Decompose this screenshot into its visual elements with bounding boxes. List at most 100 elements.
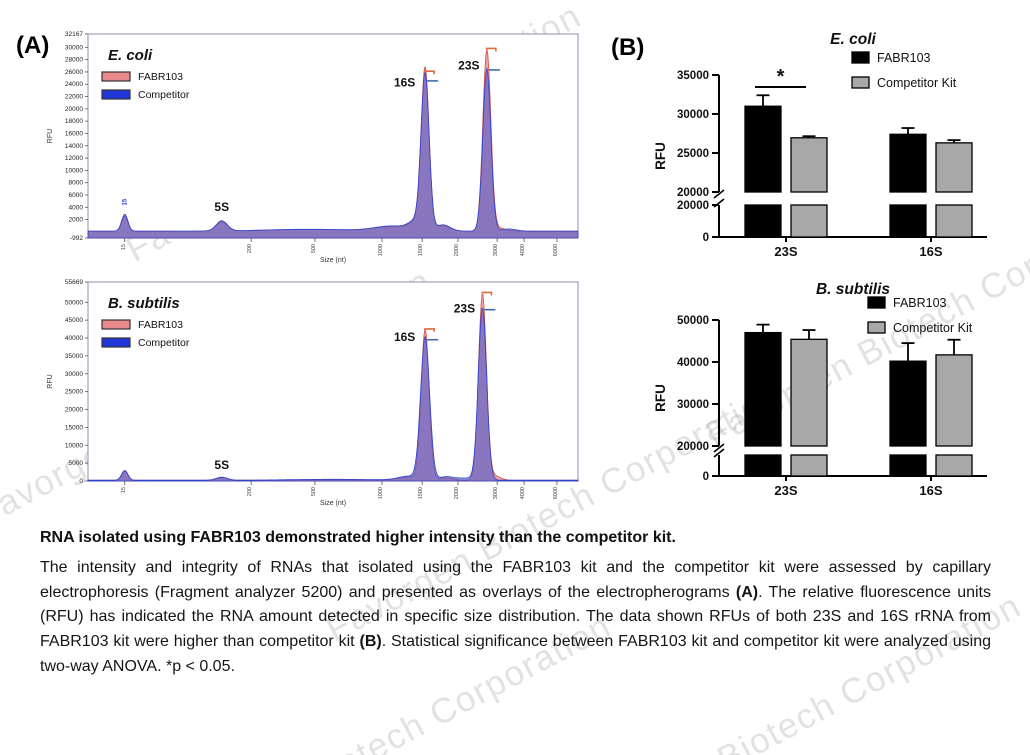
svg-text:55669: 55669 <box>65 279 83 286</box>
caption-segment: (B) <box>359 632 382 650</box>
svg-text:2000: 2000 <box>69 217 84 224</box>
ecoli-electropherogram: 32167 30000 28000 26000 24000 22000 20000 18000… <box>40 28 588 273</box>
svg-text:RFU: RFU <box>653 384 668 412</box>
svg-text:25000: 25000 <box>677 148 709 160</box>
svg-text:Size (nt): Size (nt) <box>320 500 346 507</box>
svg-text:RFU: RFU <box>653 142 668 170</box>
svg-text:23S: 23S <box>774 244 797 259</box>
svg-text:20000: 20000 <box>65 106 83 113</box>
svg-text:23S: 23S <box>458 58 479 72</box>
svg-text:8000: 8000 <box>69 180 84 187</box>
svg-text:B. subtilis: B. subtilis <box>816 281 890 298</box>
svg-text:1000: 1000 <box>378 244 384 256</box>
svg-text:FABR103: FABR103 <box>893 296 947 310</box>
svg-text:Competitor Kit: Competitor Kit <box>877 76 957 90</box>
bars-ecoli-svg: 20000 25000 30000 35000 0 20000 23S 16S * E. coli… <box>653 31 987 259</box>
svg-text:23S: 23S <box>454 301 475 315</box>
caption-body: The intensity and integrity of RNAs that… <box>40 556 991 679</box>
svg-text:4000: 4000 <box>69 204 84 211</box>
svg-text:16S: 16S <box>919 483 942 498</box>
svg-text:200: 200 <box>247 487 253 496</box>
svg-text:6000: 6000 <box>553 487 559 499</box>
caption-segment: The intensity and integrity of RNAs that… <box>40 559 991 601</box>
svg-text:500: 500 <box>311 487 317 496</box>
svg-text:35000: 35000 <box>65 353 83 360</box>
svg-text:28000: 28000 <box>65 57 83 64</box>
svg-text:20000: 20000 <box>65 407 83 414</box>
svg-text:Size (nt): Size (nt) <box>320 257 346 264</box>
svg-text:16S: 16S <box>394 76 415 90</box>
svg-text:12000: 12000 <box>65 155 83 162</box>
svg-text:FABR103: FABR103 <box>138 71 183 83</box>
svg-text:5S: 5S <box>214 458 229 472</box>
svg-text:RFU: RFU <box>47 374 54 388</box>
svg-text:15: 15 <box>121 244 127 250</box>
figure-caption: RNA isolated using FABR103 demonstrated … <box>40 529 991 679</box>
svg-text:Competitor: Competitor <box>138 89 190 101</box>
svg-text:30000: 30000 <box>65 371 83 378</box>
svg-text:10000: 10000 <box>65 167 83 174</box>
svg-text:E. coli: E. coli <box>830 31 876 48</box>
caption-segment: . The relative fluorescence units (RFU) … <box>40 583 991 650</box>
svg-text:1500: 1500 <box>418 244 424 256</box>
bsubtilis-bar-chart: 20000 30000 40000 50000 0 23S 16S B. subtilis RF… <box>613 278 1028 518</box>
svg-text:*: * <box>777 66 785 88</box>
svg-text:14000: 14000 <box>65 143 83 150</box>
svg-text:1000: 1000 <box>378 487 384 499</box>
svg-text:30000: 30000 <box>677 399 709 411</box>
svg-text:FABR103: FABR103 <box>138 319 183 331</box>
trace-ecoli-svg: 32167 30000 28000 26000 24000 22000 20000 18000… <box>47 31 579 264</box>
svg-text:4000: 4000 <box>520 244 526 256</box>
svg-text:20000: 20000 <box>677 441 709 453</box>
svg-text:15: 15 <box>121 487 127 493</box>
caption-segment: . Statistical significance between FABR1… <box>40 632 991 675</box>
svg-text:3000: 3000 <box>493 244 499 256</box>
svg-text:0: 0 <box>703 232 709 244</box>
svg-text:50000: 50000 <box>65 299 83 306</box>
svg-text:30000: 30000 <box>677 109 709 121</box>
svg-text:1500: 1500 <box>418 487 424 499</box>
svg-text:2000: 2000 <box>454 244 460 256</box>
svg-text:4000: 4000 <box>520 487 526 499</box>
svg-text:FABR103: FABR103 <box>877 51 931 65</box>
svg-text:200: 200 <box>247 244 253 253</box>
svg-text:2000: 2000 <box>454 487 460 499</box>
svg-text:50000: 50000 <box>677 315 709 327</box>
svg-text:6000: 6000 <box>553 244 559 256</box>
trace-bsub-svg: 5566950000450004000035000300002500020000… <box>47 279 579 507</box>
svg-text:45000: 45000 <box>65 317 83 324</box>
svg-text:20000: 20000 <box>677 200 709 212</box>
svg-text:15: 15 <box>123 198 129 205</box>
svg-text:24000: 24000 <box>65 81 83 88</box>
svg-text:15000: 15000 <box>65 424 83 431</box>
bsubtilis-electropherogram: 55669 50000 45000 40000 35000 30000 25000 20000… <box>40 276 588 515</box>
svg-text:18000: 18000 <box>65 118 83 125</box>
svg-text:16000: 16000 <box>65 130 83 137</box>
caption-heading: RNA isolated using FABR103 demonstrated … <box>40 529 676 546</box>
svg-text:20000: 20000 <box>677 187 709 199</box>
svg-text:0: 0 <box>79 478 83 485</box>
svg-text:26000: 26000 <box>65 69 83 76</box>
svg-text:0: 0 <box>703 471 709 483</box>
svg-text:3000: 3000 <box>493 487 499 499</box>
svg-text:30000: 30000 <box>65 44 83 51</box>
ecoli-bar-chart: 20000 25000 30000 35000 0 20000 23S 16S * E. coli… <box>613 26 1028 286</box>
svg-text:25000: 25000 <box>65 389 83 396</box>
svg-text:5S: 5S <box>214 200 229 214</box>
svg-text:16S: 16S <box>394 330 415 344</box>
svg-text:E. coli: E. coli <box>108 47 153 64</box>
svg-text:32167: 32167 <box>65 31 83 38</box>
svg-text:Competitor: Competitor <box>138 337 190 349</box>
svg-text:22000: 22000 <box>65 94 83 101</box>
panel-b-label: (B) <box>611 34 645 61</box>
svg-text:Competitor Kit: Competitor Kit <box>893 321 973 335</box>
svg-text:-992: -992 <box>70 235 83 242</box>
svg-text:RFU: RFU <box>47 129 54 143</box>
svg-text:500: 500 <box>311 244 317 253</box>
svg-text:16S: 16S <box>919 244 942 259</box>
svg-text:10000: 10000 <box>65 442 83 449</box>
panel-a-label: (A) <box>16 32 50 59</box>
svg-text:40000: 40000 <box>677 357 709 369</box>
svg-text:40000: 40000 <box>65 335 83 342</box>
